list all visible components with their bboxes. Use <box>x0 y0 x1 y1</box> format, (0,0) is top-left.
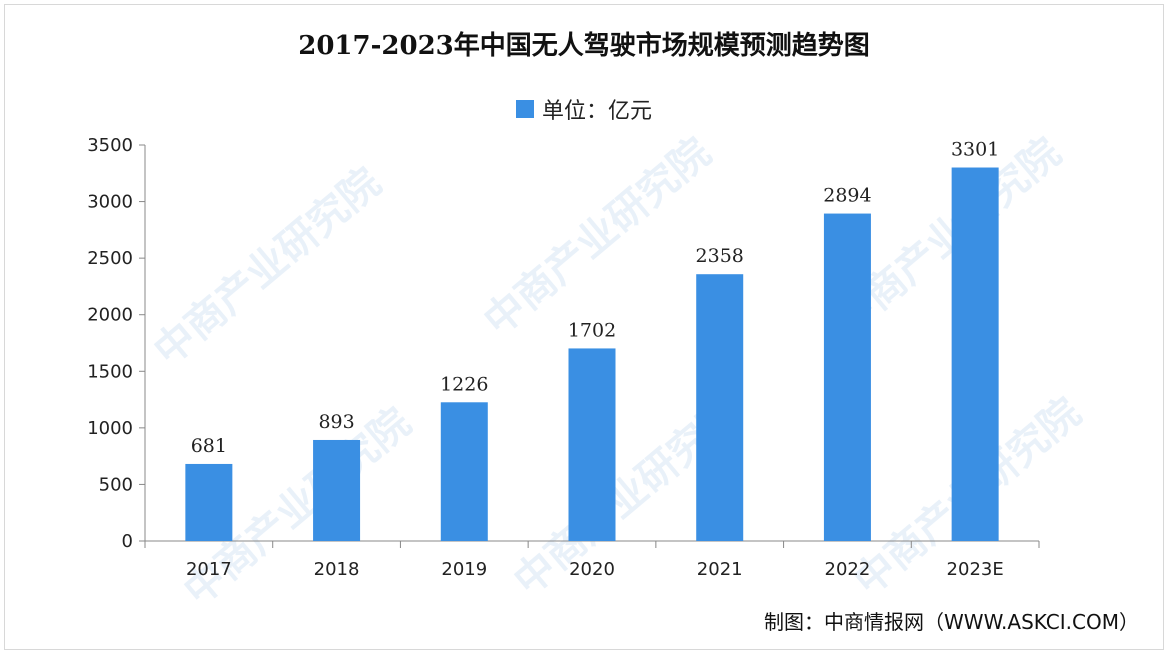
data-label: 681 <box>191 435 227 457</box>
bar <box>185 463 233 541</box>
y-tick-label: 1000 <box>87 418 133 439</box>
data-label: 893 <box>318 411 354 433</box>
x-tick-label: 2019 <box>441 559 487 580</box>
x-tick-label: 2021 <box>697 559 743 580</box>
x-tick-label: 2022 <box>825 559 871 580</box>
bar <box>568 348 616 541</box>
bar <box>951 167 999 541</box>
y-tick-label: 3000 <box>87 192 133 213</box>
y-tick-label: 2000 <box>87 305 133 326</box>
source-credit: 制图：中商情报网（WWW.ASKCI.COM） <box>764 610 1139 634</box>
data-label: 1702 <box>568 319 616 341</box>
y-tick-label: 500 <box>99 474 133 495</box>
y-tick-label: 2500 <box>87 248 133 269</box>
data-label: 1226 <box>440 373 488 395</box>
legend: 单位：亿元 <box>5 93 1163 125</box>
x-tick-label: 2020 <box>569 559 615 580</box>
bar <box>440 402 488 541</box>
bar <box>313 439 361 541</box>
y-tick-label: 3500 <box>87 135 133 156</box>
bar-chart: 0 500 1000 1500 2000 2500 3000 3500 681 2017 893 20… <box>87 135 1040 580</box>
bar <box>696 274 744 541</box>
y-tick-label: 1500 <box>87 361 133 382</box>
chart-title: 2017-2023年中国无人驾驶市场规模预测趋势图 <box>298 31 870 61</box>
chart-frame: 中商产业研究院 中商产业研究院 中商产业研究院 中商产业研究院 中商产业研究院 … <box>4 4 1164 650</box>
y-tick-label: 0 <box>122 531 133 552</box>
x-tick-label: 2018 <box>314 559 360 580</box>
data-label: 2358 <box>696 245 744 267</box>
data-label: 2894 <box>823 185 871 207</box>
legend-swatch <box>515 100 534 118</box>
x-tick-label: 2017 <box>186 559 232 580</box>
x-tick-label: 2023E <box>947 559 1004 580</box>
legend-label: 单位：亿元 <box>541 99 652 124</box>
data-label: 3301 <box>951 139 999 161</box>
bar <box>823 213 871 541</box>
